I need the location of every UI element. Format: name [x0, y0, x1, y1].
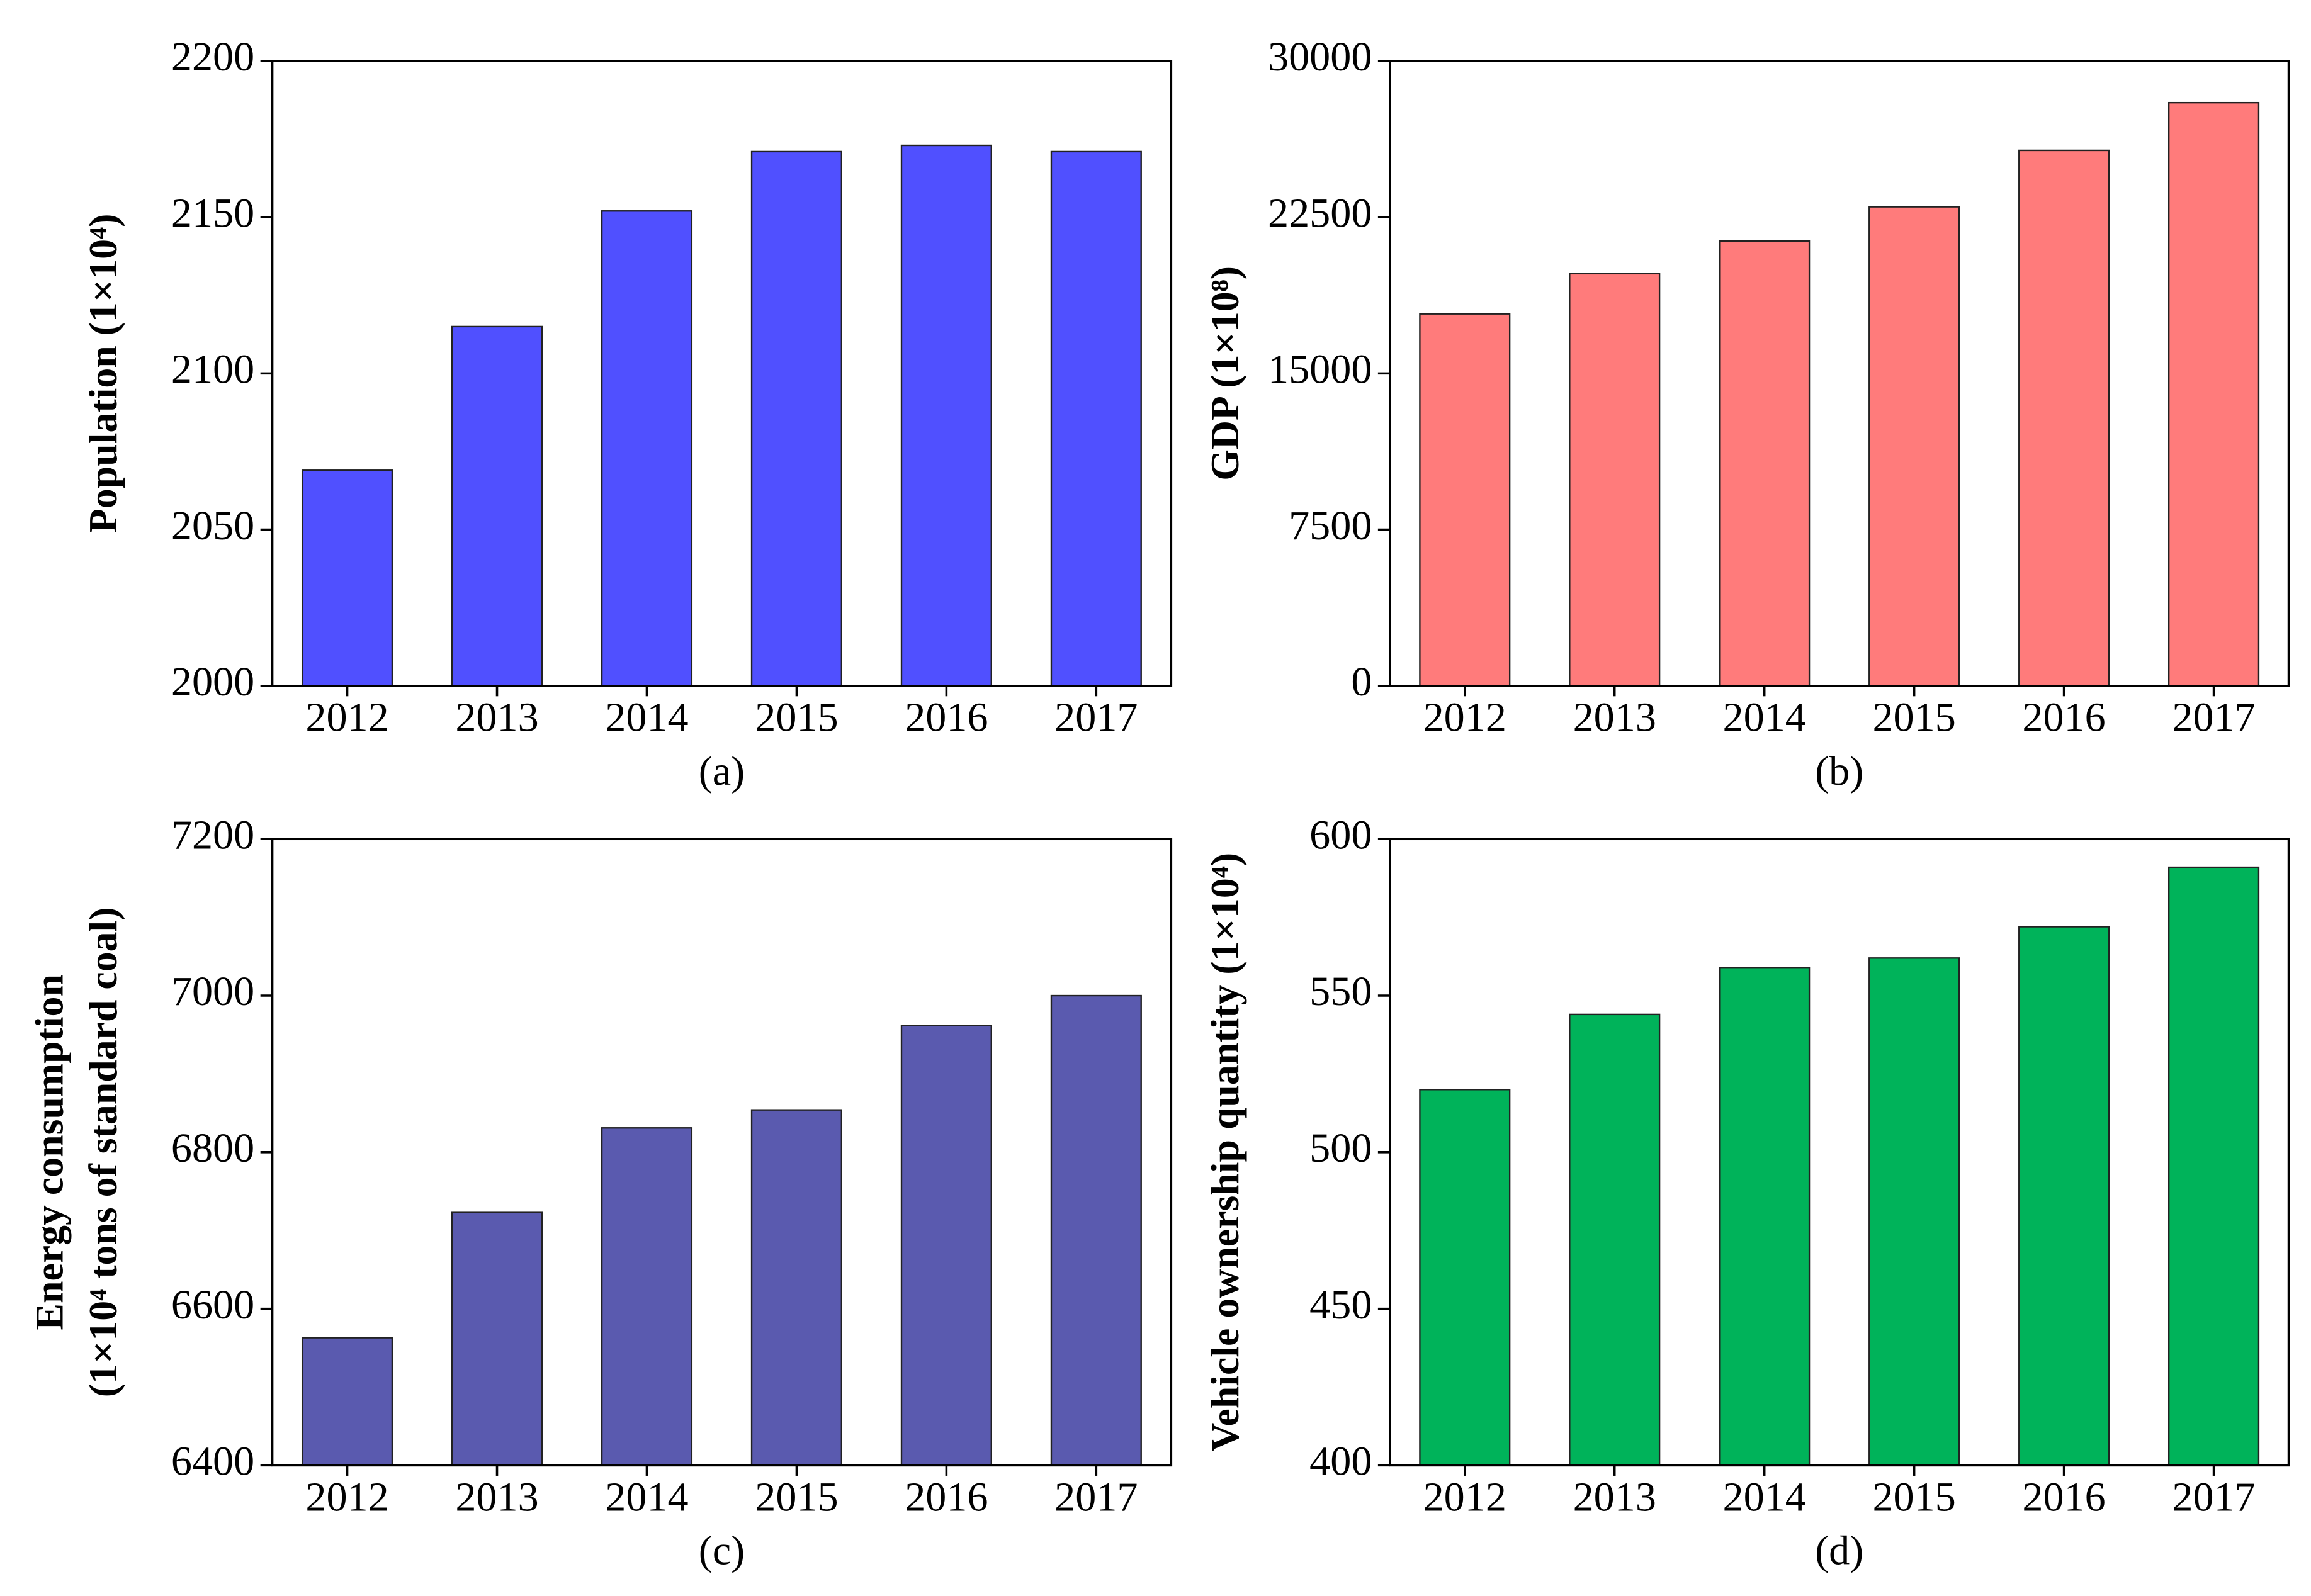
y-tick-label: 550	[1309, 969, 1372, 1014]
bar	[301, 1337, 393, 1466]
bar	[1868, 957, 1960, 1466]
caption: (b)	[1815, 748, 1863, 794]
bar	[601, 1127, 693, 1466]
bar	[750, 1109, 842, 1466]
x-tick-label: 2013	[455, 1474, 538, 1520]
y-tick-label: 6400	[171, 1439, 254, 1485]
y-tick-label: 2000	[171, 659, 254, 705]
bar	[1419, 1089, 1511, 1466]
caption: (a)	[699, 748, 745, 794]
y-tick-label: 15000	[1268, 347, 1372, 393]
x-tick-label: 2012	[1423, 1474, 1506, 1520]
x-tick-label: 2016	[905, 1474, 988, 1520]
x-tick-label: 2015	[1872, 1474, 1955, 1520]
y-axis-label: Energy consumption	[27, 974, 72, 1330]
bar	[1569, 273, 1661, 687]
bar	[2167, 866, 2260, 1466]
bar	[2018, 149, 2110, 687]
bar	[601, 210, 693, 687]
x-tick-label: 2017	[2172, 695, 2255, 741]
x-tick-label: 2015	[1872, 695, 1955, 741]
y-axis-label: Vehicle ownership quantity (1×10⁴)	[1202, 853, 1247, 1452]
x-tick-label: 2015	[755, 695, 838, 741]
panel: 2012 2013 2014 2015 2016 2017 400 450 500 550 600 V…	[1202, 812, 2290, 1573]
x-tick-label: 2013	[1573, 1474, 1656, 1520]
y-tick-label: 400	[1309, 1439, 1372, 1485]
x-tick-label: 2013	[455, 695, 538, 741]
y-tick-label: 7500	[1289, 503, 1372, 549]
x-tick-label: 2012	[1423, 695, 1506, 741]
plot-frame	[1389, 60, 2290, 687]
x-tick-label: 2014	[605, 695, 688, 741]
bar	[1719, 967, 1811, 1466]
y-tick-label: 7200	[171, 812, 254, 858]
bar	[1419, 313, 1511, 687]
x-tick-label: 2017	[1054, 1474, 1138, 1520]
panel: 2012 2013 2014 2015 2016 2017 2000 2050 2100 2150…	[81, 34, 1173, 794]
y-tick-label: 30000	[1268, 34, 1372, 80]
y-tick-label: 6600	[171, 1282, 254, 1328]
bar	[1569, 1013, 1661, 1466]
bar	[1719, 240, 1811, 687]
y-tick-label: 500	[1309, 1125, 1372, 1171]
bar	[2167, 101, 2260, 687]
x-tick-label: 2017	[1054, 695, 1138, 741]
panel: 2012 2013 2014 2015 2016 2017 0 7500 15000 22500 3…	[1202, 34, 2290, 794]
bar	[900, 144, 992, 687]
bar	[301, 469, 393, 687]
y-axis-label: Population (1×10⁴)	[81, 214, 125, 534]
bar	[900, 1025, 992, 1466]
bar	[451, 325, 543, 687]
bar	[1868, 206, 1960, 687]
y-axis-label: (1×10⁴ tons of standard coal)	[81, 907, 125, 1397]
plot-frame	[271, 838, 1173, 1467]
y-tick-label: 2050	[171, 503, 254, 549]
x-tick-label: 2015	[755, 1474, 838, 1520]
bar	[750, 150, 842, 687]
x-tick-label: 2013	[1573, 695, 1656, 741]
y-tick-label: 600	[1309, 812, 1372, 858]
bar	[2018, 926, 2110, 1466]
x-tick-label: 2014	[1723, 695, 1806, 741]
x-tick-label: 2012	[305, 1474, 388, 1520]
y-tick-label: 22500	[1268, 190, 1372, 236]
x-tick-label: 2014	[1723, 1474, 1806, 1520]
x-tick-label: 2017	[2172, 1474, 2255, 1520]
bar	[1050, 994, 1142, 1466]
bar	[451, 1211, 543, 1466]
x-tick-label: 2016	[905, 695, 988, 741]
x-tick-label: 2016	[2022, 1474, 2105, 1520]
x-tick-label: 2014	[605, 1474, 688, 1520]
panel: 2012 2013 2014 2015 2016 2017 6400 6600 6800 7000…	[27, 812, 1173, 1573]
caption: (d)	[1815, 1527, 1863, 1573]
x-tick-label: 2016	[2022, 695, 2105, 741]
y-tick-label: 2150	[171, 190, 254, 236]
x-tick-label: 2012	[305, 695, 388, 741]
y-tick-label: 2100	[171, 347, 254, 393]
y-tick-label: 6800	[171, 1125, 254, 1171]
y-axis-label: GDP (1×10⁸)	[1202, 266, 1247, 481]
caption: (c)	[699, 1527, 745, 1573]
y-tick-label: 2200	[171, 34, 254, 80]
bar	[1050, 150, 1142, 687]
plot-frame	[1389, 838, 2290, 1467]
y-tick-label: 0	[1351, 659, 1372, 705]
y-tick-label: 450	[1309, 1282, 1372, 1328]
y-tick-label: 7000	[171, 969, 254, 1014]
plot-frame	[271, 60, 1173, 687]
